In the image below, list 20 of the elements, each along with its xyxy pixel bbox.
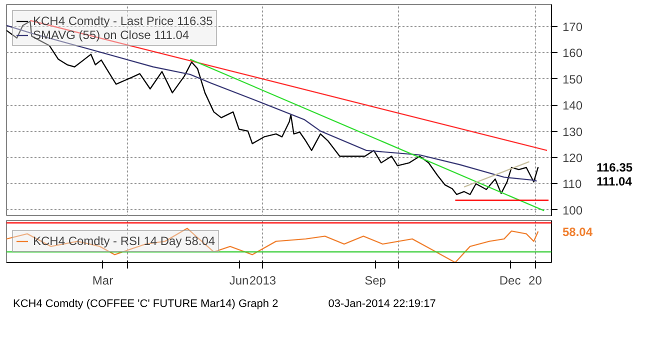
text: 03-Jan-2014 22:19:17: [328, 297, 436, 312]
y-tick-label: 160: [562, 46, 583, 60]
text: 58.04: [562, 224, 593, 239]
y-tick-label: 120: [562, 151, 583, 166]
y-tick-label: 100: [562, 203, 583, 218]
y-tick-label: 130: [562, 124, 583, 139]
text: 116.35: [596, 160, 633, 175]
x-tick-label: Sep: [364, 274, 386, 288]
text: KCH4 Comdty (COFFEE 'C' FUTURE Mar14) Graph 2: [13, 297, 278, 312]
x-tick-label: 20: [528, 274, 542, 288]
text: 111.04: [596, 174, 632, 189]
y-tick-label: 110: [562, 177, 582, 192]
y-tick-label: 140: [562, 98, 583, 113]
legend-label: KCH4 Comdty - Last Price 116.35: [33, 14, 213, 28]
y-tick-label: 170: [562, 20, 583, 34]
x-tick-label: Mar: [92, 274, 114, 288]
y-tick-label: 150: [562, 72, 583, 86]
x-tick-label: 2013: [249, 274, 276, 288]
x-tick-label: Dec: [499, 274, 521, 288]
x-tick-label: Jun: [229, 274, 249, 288]
